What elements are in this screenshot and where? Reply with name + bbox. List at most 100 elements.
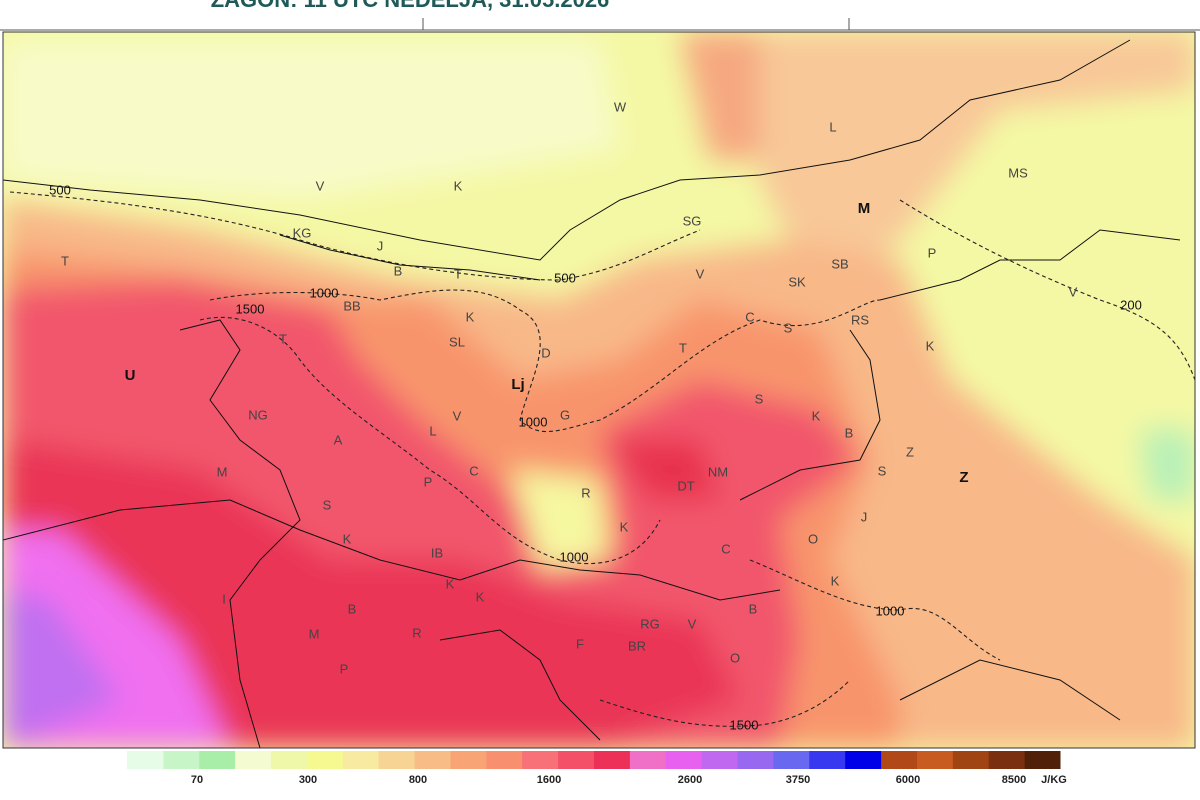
colorbar: 70 300 800 1600 2600 3750 6000 8500 J/KG [127, 751, 1067, 786]
border [3, 499, 781, 601]
place-label: T [679, 340, 687, 355]
place-label: P [928, 245, 937, 260]
colorbar-swatch [1024, 751, 1061, 769]
place-label: B [749, 601, 758, 616]
place-label: B [845, 425, 854, 440]
cape-field [3, 32, 1195, 748]
contour-label: 200 [1120, 297, 1142, 312]
contour [9, 191, 701, 281]
place-label: R [581, 485, 590, 500]
contour [749, 559, 1001, 661]
contour-label: 1000 [519, 414, 548, 429]
border [279, 234, 541, 281]
colorbar-swatch [916, 751, 953, 769]
place-label: W [614, 99, 627, 114]
place-label: SK [788, 274, 806, 289]
border [879, 229, 1181, 301]
place-label: B [348, 601, 357, 616]
place-label: M [309, 626, 320, 641]
colorbar-swatch [414, 751, 451, 769]
contour-label: 1000 [560, 549, 589, 564]
colorbar-swatch [737, 751, 774, 769]
place-label: K [926, 338, 935, 353]
place-label: S [878, 463, 887, 478]
place-label: A [334, 432, 343, 447]
colorbar-swatch [485, 751, 523, 769]
place-label: V [688, 616, 697, 631]
colorbar-label: 1600 [537, 774, 561, 786]
colorbar-label: 300 [299, 774, 317, 786]
colorbar-swatch [593, 751, 630, 769]
contour [899, 199, 1195, 381]
place-label: S [755, 391, 764, 406]
colorbar-unit: J/KG [1041, 774, 1067, 786]
colorbar-swatch [557, 751, 594, 769]
place-label: NM [708, 464, 728, 479]
colorbar-swatch [162, 751, 200, 769]
place-label: KG [293, 225, 312, 240]
colorbar-swatch [342, 751, 379, 769]
place-label: C [469, 463, 478, 478]
place-label: RS [851, 312, 869, 327]
place-label: U [125, 367, 136, 384]
colorbar-swatch [665, 751, 702, 769]
border [899, 659, 1121, 721]
place-label: MS [1008, 165, 1028, 180]
place-label: V [696, 266, 705, 281]
place-label: BB [343, 298, 360, 313]
place-label: V [453, 408, 462, 423]
colorbar-swatch [772, 751, 810, 769]
place-label: L [829, 119, 836, 134]
place-label: M [858, 200, 871, 217]
colorbar-label: 800 [409, 774, 427, 786]
title: ZAGON: 11 UTC NEDELJA, 31.05.2026 [211, 0, 610, 12]
colorbar-swatch [988, 751, 1025, 769]
map-frame [2, 31, 1196, 749]
colorbar-swatch [952, 751, 989, 769]
colorbar-swatch [701, 751, 738, 769]
contour [599, 679, 851, 727]
place-label: T [454, 266, 462, 281]
place-label: V [1069, 284, 1078, 299]
place-label: T [279, 331, 287, 346]
place-label: K [476, 589, 485, 604]
place-label: K [343, 531, 352, 546]
place-label: L [429, 423, 436, 438]
map: W L V K MS M KG J SG P SB T B T V SK BB … [3, 32, 1195, 748]
place-label: F [576, 636, 584, 651]
colorbar-label: 3750 [786, 774, 810, 786]
place-label: C [745, 309, 754, 324]
place-label: J [861, 509, 868, 524]
border [739, 329, 881, 501]
colorbar-swatch [880, 751, 917, 769]
place-label: M [217, 464, 228, 479]
border [179, 319, 301, 748]
place-label: S [784, 320, 793, 335]
contour-label: 1500 [236, 301, 265, 316]
contour-label: 500 [554, 270, 576, 285]
place-label: K [620, 519, 629, 534]
place-label: Z [906, 444, 914, 459]
place-label: D [541, 345, 550, 360]
colorbar-swatch [234, 751, 272, 769]
place-label: G [560, 407, 570, 422]
place-label: IB [431, 545, 443, 560]
place-label: O [730, 650, 740, 665]
place-label: V [316, 178, 325, 193]
contour [199, 316, 661, 565]
place-label: SG [683, 213, 702, 228]
place-label: C [721, 541, 730, 556]
place-label: K [446, 576, 455, 591]
place-labels: W L V K MS M KG J SG P SB T B T V SK BB … [61, 99, 1078, 676]
colorbar-label: 8500 [1002, 774, 1026, 786]
border [439, 629, 601, 741]
place-label: NG [248, 407, 268, 422]
place-label: R [412, 625, 421, 640]
colorbar-label: 6000 [896, 774, 920, 786]
place-label: SB [831, 256, 848, 271]
place-label: T [61, 253, 69, 268]
place-label: B [394, 263, 403, 278]
place-label: J [377, 238, 384, 253]
colorbar-swatch [306, 751, 343, 769]
